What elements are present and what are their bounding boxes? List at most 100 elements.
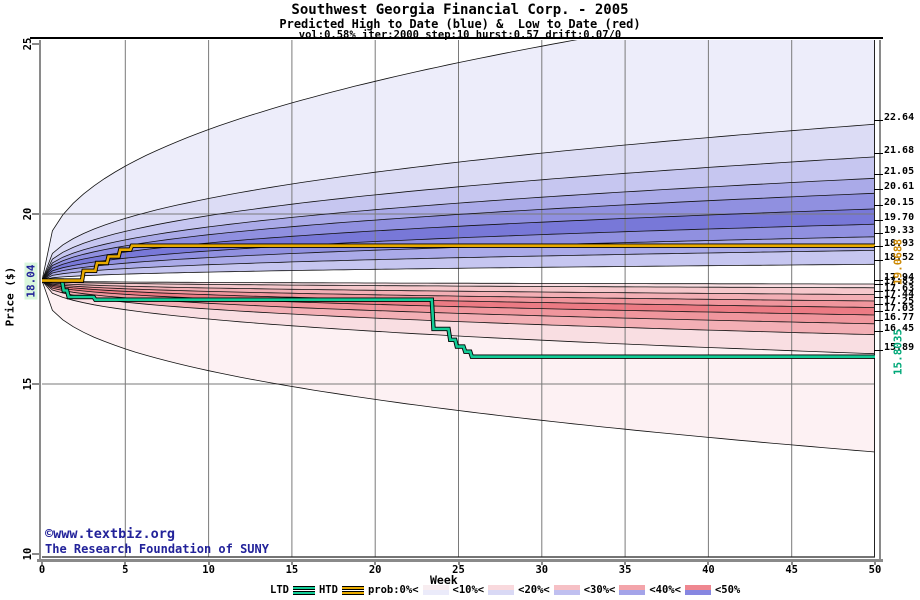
- header-rule: [30, 37, 883, 39]
- contour-leader-17.83: [874, 283, 883, 285]
- x-tick-0: [41, 559, 43, 565]
- contour-line-12: [42, 280, 875, 295]
- x-tick-40: [707, 559, 710, 565]
- x-tick-50: [874, 559, 876, 565]
- prob-swatch-red-half: [619, 585, 646, 590]
- prob-swatch-red-half: [488, 585, 515, 590]
- y-tick-label-10: 10: [22, 547, 34, 561]
- contour-leader-17.63: [874, 290, 883, 292]
- prob-swatch-blue-half: [422, 590, 449, 595]
- contour-line-14: [42, 280, 875, 308]
- contour-label-17.03: 17.03: [884, 302, 915, 314]
- contour-line-8: [42, 250, 875, 281]
- x-tick-label-25: 25: [452, 564, 465, 576]
- start-price-label: 18.04: [24, 262, 38, 300]
- x-tick-label-50: 50: [868, 564, 882, 576]
- low-prob-band-4: [42, 280, 875, 315]
- contour-leader-18.52: [874, 260, 883, 262]
- contour-label-17.25: 17.25: [884, 295, 915, 307]
- watermark-url[interactable]: ©www.textbiz.org: [45, 526, 176, 542]
- contour-leader-20.15: [874, 204, 883, 206]
- contour-label-18.93: 18.93: [884, 238, 915, 250]
- prob-swatch-blue-half: [488, 590, 515, 595]
- contour-leader-17.94: [874, 280, 883, 282]
- contour-line-2: [42, 156, 875, 281]
- x-tick-label-10: 10: [202, 564, 215, 576]
- contour-line-19: [42, 280, 875, 453]
- y-tick-label-25: 25: [22, 37, 34, 51]
- low-prob-band-7: [42, 280, 875, 354]
- legend: LTD HTD prob:0%< <10%< <20%< <30%< <40%< <50…: [270, 583, 740, 597]
- contour-label-17.44: 17.44: [884, 289, 915, 301]
- chart-title: Southwest Georgia Financial Corp. - 2005: [291, 2, 629, 18]
- contour-leader-17.44: [874, 297, 883, 299]
- contour-label-21.05: 21.05: [884, 166, 915, 178]
- contour-line-18: [42, 280, 875, 355]
- contour-leader-16.77: [874, 319, 883, 321]
- high-prob-band-2: [42, 156, 875, 281]
- contour-leader-19.70: [874, 220, 883, 222]
- y-tick-15: [32, 383, 40, 385]
- contour-label-21.68: 21.68: [884, 144, 915, 156]
- y-tick-10: [32, 553, 40, 555]
- y-tick-label-15: 15: [22, 377, 34, 391]
- legend-prob-items: <10%< <20%< <30%< <40%< <50%: [422, 584, 740, 596]
- prob-threshold-label: <10%<: [452, 584, 485, 596]
- contour-leader-18.93: [874, 246, 883, 248]
- contour-label-16.45: 16.45: [884, 322, 915, 334]
- contour-label-15.89: 15.89: [884, 341, 915, 353]
- contour-label-19.33: 19.33: [884, 224, 915, 236]
- contour-label-16.77: 16.77: [884, 311, 915, 323]
- contour-label-17.94: 17.94: [884, 272, 915, 284]
- high-prob-band-6: [42, 224, 875, 281]
- ltd-line-swatch: [292, 585, 315, 595]
- x-tick-20: [374, 559, 377, 565]
- x-tick-30: [540, 559, 543, 565]
- contour-leader-17.25: [874, 303, 883, 305]
- htd-line: [42, 244, 875, 282]
- x-tick-label-20: 20: [368, 564, 382, 576]
- y-axis-title: Price ($): [3, 266, 17, 327]
- y-axis-line: [39, 40, 41, 561]
- prob-swatch-10pct: [422, 585, 449, 595]
- x-tick-label-0: 0: [38, 564, 46, 576]
- prob-swatch-blue-half: [553, 590, 580, 595]
- x-tick-label-5: 5: [122, 564, 129, 576]
- contour-label-20.15: 20.15: [884, 196, 915, 208]
- x-tick-10: [207, 559, 210, 565]
- contour-label-19.70: 19.70: [884, 212, 915, 224]
- ltd-line: [42, 279, 875, 359]
- contour-line-11: [42, 280, 875, 289]
- contour-line-3: [42, 177, 875, 281]
- contour-leader-16.45: [874, 330, 883, 332]
- x-axis-title: Week: [430, 573, 458, 587]
- y-tick-20: [32, 213, 40, 215]
- low-prob-band-2: [42, 280, 875, 301]
- legend-prob-prefix: prob:0%<: [367, 584, 419, 596]
- htd-line-swatch: [341, 585, 364, 595]
- htd-final-value-label: 19.0688: [891, 238, 905, 286]
- contour-label-17.63: 17.63: [884, 282, 915, 294]
- right-border-line: [879, 40, 881, 561]
- prob-swatch-red-half: [553, 585, 580, 590]
- contour-label-22.64: 22.64: [884, 112, 915, 124]
- watermark: ©www.textbiz.org The Research Foundation…: [45, 526, 269, 556]
- x-tick-15: [290, 559, 293, 565]
- low-prob-band-5: [42, 280, 875, 324]
- y-tick-label-20: 20: [22, 207, 34, 221]
- contour-leader-15.89: [874, 349, 883, 351]
- contour-label-18.52: 18.52: [884, 252, 915, 264]
- low-prob-band-3: [42, 280, 875, 308]
- watermark-org: The Research Foundation of SUNY: [45, 541, 269, 556]
- y-tick-25: [32, 43, 40, 45]
- high-prob-band-1: [42, 124, 875, 281]
- contour-label-20.61: 20.61: [884, 181, 915, 193]
- x-tick-label-35: 35: [618, 564, 632, 576]
- prob-swatch-blue-half: [619, 590, 646, 595]
- x-tick-45: [790, 559, 793, 565]
- high-prob-band-4: [42, 193, 875, 281]
- contour-line-9: [42, 263, 875, 281]
- high-prob-band-5: [42, 208, 875, 281]
- low-prob-band-6: [42, 280, 875, 335]
- prob-threshold-label: <40%<: [649, 584, 681, 596]
